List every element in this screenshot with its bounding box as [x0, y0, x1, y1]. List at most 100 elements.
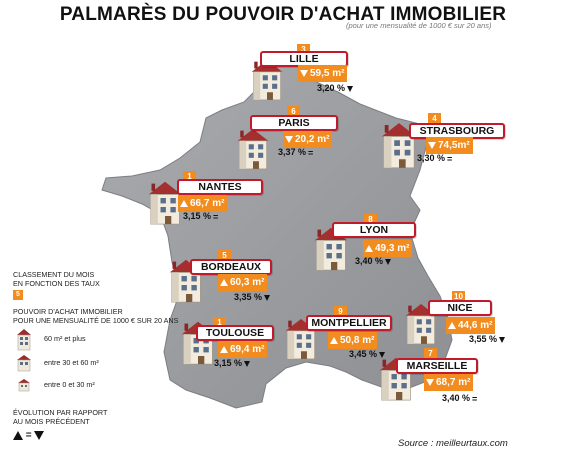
arrow-down-icon [499, 336, 506, 343]
rank-badge: 9 [334, 306, 347, 317]
house-icon [236, 127, 270, 175]
surface-value-text: 68,7 m² [436, 377, 471, 388]
legend-purchasing-line2: POUR UNE MENSUALITÉ DE 1000 € SUR 20 ANS [13, 316, 179, 325]
city-name-label: BORDEAUX [190, 259, 272, 275]
surface-value-text: 20,2 m² [295, 134, 330, 145]
legend-ranking-line1: CLASSEMENT DU MOIS [13, 270, 95, 279]
legend-purchasing-line1: POUVOIR D'ACHAT IMMOBILIER [13, 307, 123, 316]
legend-ranking-line2: EN FONCTION DES TAUX [13, 279, 100, 288]
arrow-down-icon [285, 135, 293, 143]
legend-size-small: entre 0 et 30 m² [16, 378, 95, 392]
rate-value-text: 3,15 % [183, 211, 212, 221]
rank-badge: 3 [297, 44, 310, 55]
rank-badge: 1 [183, 171, 196, 182]
arrow-up-icon [180, 199, 188, 207]
arrow-down-icon [426, 378, 434, 386]
surface-value: 68,7 m² [424, 374, 474, 391]
arrow-up-icon [13, 431, 23, 440]
arrow-up-icon [220, 345, 228, 353]
rank-badge: 6 [287, 106, 300, 117]
legend-size-small-label: entre 0 et 30 m² [44, 379, 95, 389]
surface-value-text: 59,5 m² [310, 68, 345, 79]
rank-badge: 8 [364, 214, 377, 225]
legend-evolution-line2: AU MOIS PRÉCÉDENT [13, 417, 90, 426]
rate-value: 3,45 % [349, 349, 386, 359]
rate-value: 3,55 % [469, 334, 506, 344]
rank-badge: 4 [428, 113, 441, 124]
city-name-label: PARIS [250, 115, 338, 131]
page-subtitle: (pour une mensualité de 1000 € sur 20 an… [346, 21, 492, 30]
surface-value: 20,2 m² [283, 131, 333, 148]
legend-evolution-line1: ÉVOLUTION PAR RAPPORT [13, 408, 108, 417]
source-credit: Source : meilleurtaux.com [398, 438, 508, 449]
legend-size-medium: entre 30 et 60 m² [16, 354, 99, 372]
house-icon [168, 258, 204, 308]
arrow-up-icon [365, 244, 373, 252]
arrow-down-icon [244, 360, 251, 367]
rate-value-text: 3,45 % [349, 349, 378, 359]
rate-value: 3,15 % [214, 358, 251, 368]
surface-value-text: 74,5m² [438, 140, 470, 151]
page-title: PALMARÈS DU POUVOIR D'ACHAT IMMOBILIER [59, 4, 507, 25]
rate-value-text: 3,40 % [442, 393, 471, 403]
legend-purchasing: POUVOIR D'ACHAT IMMOBILIER POUR UNE MENS… [13, 307, 178, 325]
surface-value-text: 50,8 m² [340, 335, 375, 346]
house-icon [284, 317, 318, 365]
city-name-label: LYON [332, 222, 416, 238]
surface-value: 50,8 m² [328, 332, 378, 349]
legend-size-large-label: 60 m² et plus [44, 333, 86, 343]
legend-ranking-sample: 5 [13, 290, 23, 300]
surface-value: 49,3 m² [363, 240, 413, 257]
arrow-down-icon [300, 69, 308, 77]
house-icon [147, 180, 183, 230]
surface-value-text: 49,3 m² [375, 243, 410, 254]
rate-value: 3,40 % [355, 256, 392, 266]
surface-value: 59,5 m² [298, 65, 348, 82]
city-name-label: NANTES [177, 179, 263, 195]
surface-value-text: 60,3 m² [230, 277, 265, 288]
city-name-label: TOULOUSE [196, 325, 274, 341]
arrow-up-icon [330, 336, 338, 344]
legend-evolution: ÉVOLUTION PAR RAPPORT AU MOIS PRÉCÉDENT … [13, 408, 107, 441]
rate-value-text: 3,30 % [417, 153, 446, 163]
surface-value: 66,7 m² [178, 195, 228, 212]
house-medium-icon [17, 355, 31, 372]
arrow-down-icon [385, 258, 392, 265]
rank-badge: 7 [424, 348, 437, 359]
equal-icon: = [213, 211, 219, 222]
rate-value-text: 3,40 % [355, 256, 384, 266]
rank-badge: 5 [218, 250, 231, 261]
rate-value: 3,37 % = [278, 147, 313, 158]
legend-size-medium-label: entre 30 et 60 m² [44, 357, 99, 367]
rank-badge: 1 [213, 317, 226, 328]
surface-value-text: 66,7 m² [190, 198, 225, 209]
rank-badge: 10 [452, 291, 465, 302]
equal-icon: = [308, 147, 314, 158]
rate-value-text: 3,35 % [234, 292, 263, 302]
surface-value: 44,6 m² [446, 317, 496, 334]
rate-value-text: 3,15 % [214, 358, 243, 368]
house-small-icon [18, 379, 30, 392]
rate-value: 3,40 % = [442, 393, 477, 404]
rate-value-text: 3,37 % [278, 147, 307, 157]
rate-value: 3,35 % [234, 292, 271, 302]
surface-value-text: 69,4 m² [230, 344, 265, 355]
arrow-down-icon [34, 431, 45, 440]
city-name-label: NICE [428, 300, 492, 316]
legend-size-large: 60 m² et plus [16, 327, 86, 351]
house-icon [380, 121, 418, 174]
surface-value: 60,3 m² [218, 274, 268, 291]
equal-icon: = [25, 430, 32, 441]
surface-value: 74,5m² [426, 137, 473, 154]
legend-evolution-symbols: = [13, 430, 107, 441]
surface-value-text: 44,6 m² [458, 320, 493, 331]
arrow-down-icon [264, 294, 271, 301]
arrow-down-icon [379, 351, 386, 358]
house-large-icon [17, 329, 31, 351]
rate-value-text: 3,55 % [469, 334, 498, 344]
arrow-up-icon [448, 321, 456, 329]
equal-icon: = [447, 153, 453, 164]
legend-ranking: CLASSEMENT DU MOIS EN FONCTION DES TAUX … [13, 270, 100, 300]
house-icon [313, 226, 349, 276]
city-name-label: MARSEILLE [396, 358, 478, 374]
